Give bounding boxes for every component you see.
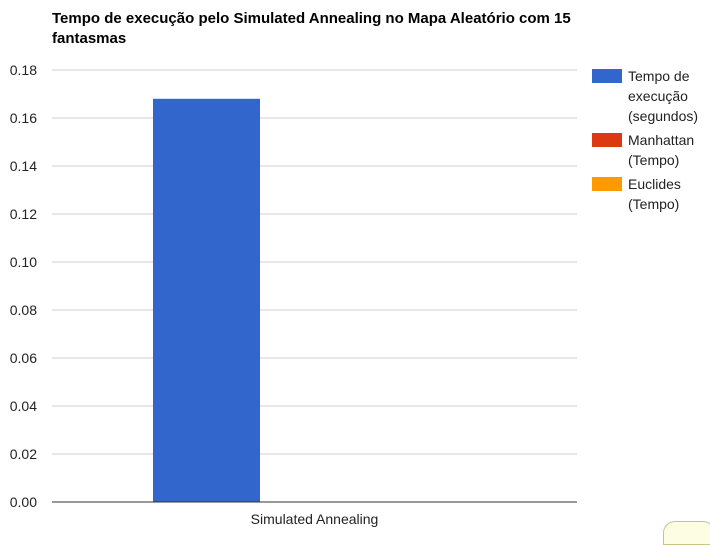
y-tick-label: 0.16 (10, 110, 37, 126)
y-tick-label: 0.00 (10, 494, 37, 510)
y-tick-label: 0.08 (10, 302, 37, 318)
y-tick-label: 0.04 (10, 398, 37, 414)
y-tick-label: 0.06 (10, 350, 37, 366)
legend-swatch (592, 69, 622, 83)
chart-title-line-1: Tempo de execução pelo Simulated Anneali… (52, 10, 571, 27)
legend-item[interactable]: Euclides (Tempo) (592, 176, 681, 212)
legend: Tempo de execução (segundos) Manhattan (Temp… (592, 68, 698, 212)
legend-label: Euclides (628, 176, 681, 192)
legend-label: (segundos) (628, 108, 698, 124)
chart-title: Tempo de execução pelo Simulated Anneali… (52, 10, 571, 47)
x-tick-label: Simulated Annealing (251, 511, 379, 527)
legend-label: (Tempo) (628, 152, 679, 168)
legend-label: (Tempo) (628, 196, 679, 212)
legend-swatch (592, 177, 622, 191)
corner-tab[interactable] (663, 521, 710, 545)
gridlines (52, 69, 577, 455)
legend-label: execução (628, 88, 688, 104)
x-axis-ticks: Simulated Annealing (251, 511, 379, 527)
bars (153, 98, 260, 503)
y-tick-label: 0.02 (10, 446, 37, 462)
legend-item[interactable]: Tempo de execução (segundos) (592, 68, 698, 124)
y-tick-label: 0.18 (10, 62, 37, 78)
legend-label: Tempo de (628, 68, 690, 84)
legend-item[interactable]: Manhattan (Tempo) (592, 132, 694, 168)
chart-title-line-2: fantasmas (52, 30, 126, 47)
y-tick-label: 0.12 (10, 206, 37, 222)
y-tick-label: 0.14 (10, 158, 37, 174)
y-axis-ticks: 0.00 0.02 0.04 0.06 0.08 0.10 0.12 0.14 0.16 0.18 (10, 62, 37, 510)
bar-tempo-de-execu-o-segundos[interactable] (153, 98, 260, 503)
legend-swatch (592, 133, 622, 147)
y-tick-label: 0.10 (10, 254, 37, 270)
legend-label: Manhattan (628, 132, 694, 148)
